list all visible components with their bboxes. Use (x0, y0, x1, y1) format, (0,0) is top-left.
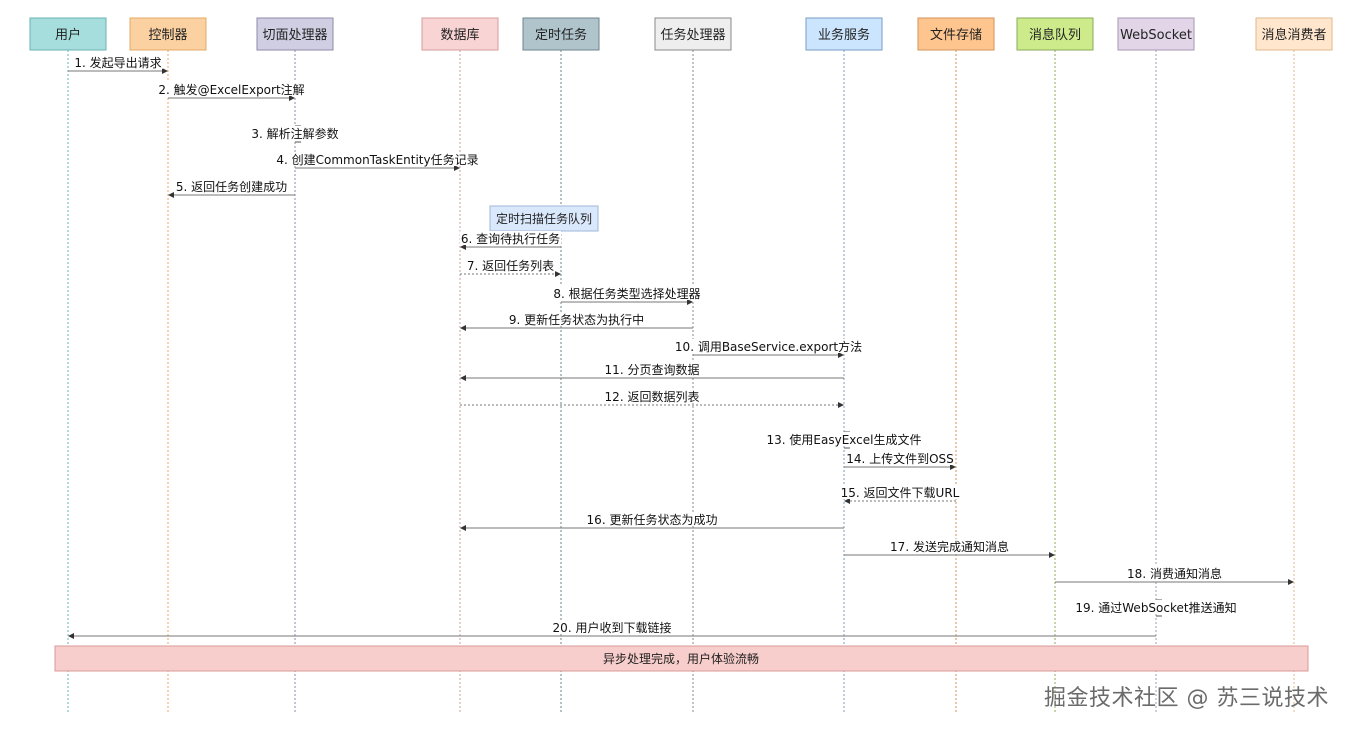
message-label: 8. 根据任务类型选择处理器 (553, 286, 700, 301)
message: 7. 返回任务列表 (460, 258, 561, 277)
participant-box: 消息消费者 (1255, 17, 1333, 51)
message: 12. 返回数据列表 (460, 389, 844, 408)
participant-label: 控制器 (148, 28, 187, 43)
message-label: 10. 调用BaseService.export方法 (675, 339, 862, 354)
message-label: 19. 通过WebSocket推送通知 (1075, 600, 1236, 615)
participant-box: WebSocket (1117, 17, 1195, 51)
participant-label: 数据库 (440, 27, 479, 43)
participant-box: 消息队列 (1016, 17, 1094, 51)
message: 14. 上传文件到OSS (844, 451, 956, 470)
message: 2. 触发@ExcelExport注解 (157, 82, 306, 101)
message: 15. 返回文件下载URL (839, 485, 961, 504)
participant-box: 文件存储 (917, 17, 995, 51)
message: 3. 解析注解参数 (250, 125, 340, 143)
participant-box: 控制器 (129, 17, 207, 51)
message: 18. 消费通知消息 (1055, 566, 1294, 585)
message-label: 3. 解析注解参数 (251, 126, 338, 141)
message-label: 14. 上传文件到OSS (846, 451, 954, 466)
participant-box: 用户 (29, 17, 107, 51)
participant-label: 消息队列 (1029, 27, 1081, 43)
participant-label: 定时任务 (535, 27, 587, 43)
message-label: 13. 使用EasyExcel生成文件 (767, 432, 922, 447)
message: 19. 通过WebSocket推送通知 (1074, 599, 1238, 617)
participant-label: 用户 (55, 27, 81, 43)
participant-box: 任务处理器 (654, 17, 732, 51)
message: 17. 发送完成通知消息 (844, 539, 1055, 558)
message-label: 4. 创建CommonTaskEntity任务记录 (276, 152, 478, 167)
message: 13. 使用EasyExcel生成文件 (765, 431, 923, 449)
participant-label: 消息消费者 (1261, 27, 1326, 43)
participant-box: 切面处理器 (256, 17, 334, 51)
message: 11. 分页查询数据 (460, 362, 844, 381)
message-label: 11. 分页查询数据 (605, 362, 700, 377)
message-label: 18. 消费通知消息 (1127, 566, 1222, 581)
participant-box: 业务服务 (805, 17, 883, 51)
message-label: 15. 返回文件下载URL (841, 485, 960, 500)
message: 20. 用户收到下载链接 (68, 620, 1156, 639)
note: 定时扫描任务队列 (489, 205, 599, 232)
message-label: 17. 发送完成通知消息 (890, 539, 1009, 554)
message: 1. 发起导出请求 (68, 55, 168, 74)
message-label: 2. 触发@ExcelExport注解 (158, 82, 304, 97)
participant-label: 任务处理器 (660, 27, 725, 43)
message-label: 1. 发起导出请求 (74, 55, 161, 70)
participant-label: 业务服务 (818, 27, 870, 43)
message: 16. 更新任务状态为成功 (460, 512, 844, 531)
participant-box: 数据库 (421, 17, 499, 51)
participant-label: 文件存储 (930, 28, 982, 43)
message: 4. 创建CommonTaskEntity任务记录 (275, 152, 480, 171)
message: 6. 查询待执行任务 (459, 231, 562, 250)
message-label: 6. 查询待执行任务 (461, 231, 560, 246)
message-label: 16. 更新任务状态为成功 (587, 512, 718, 527)
watermark: 掘金技术社区 @ 苏三说技术 (1044, 686, 1329, 711)
message: 5. 返回任务创建成功 (168, 179, 295, 198)
summary-label: 异步处理完成，用户体验流畅 (603, 651, 759, 666)
message-label: 5. 返回任务创建成功 (176, 179, 287, 194)
message-label: 12. 返回数据列表 (605, 389, 700, 404)
message-label: 20. 用户收到下载链接 (553, 620, 672, 635)
message: 9. 更新任务状态为执行中 (460, 312, 693, 331)
summary-bar: 异步处理完成，用户体验流畅 (54, 645, 1309, 672)
message: 8. 根据任务类型选择处理器 (552, 286, 702, 305)
participant-label: 切面处理器 (262, 28, 327, 43)
message: 10. 调用BaseService.export方法 (673, 339, 864, 358)
participant-label: WebSocket (1120, 28, 1192, 43)
message-label: 9. 更新任务状态为执行中 (509, 312, 644, 327)
participant-box: 定时任务 (522, 17, 600, 51)
message-label: 7. 返回任务列表 (467, 258, 554, 273)
note-label: 定时扫描任务队列 (496, 211, 592, 226)
